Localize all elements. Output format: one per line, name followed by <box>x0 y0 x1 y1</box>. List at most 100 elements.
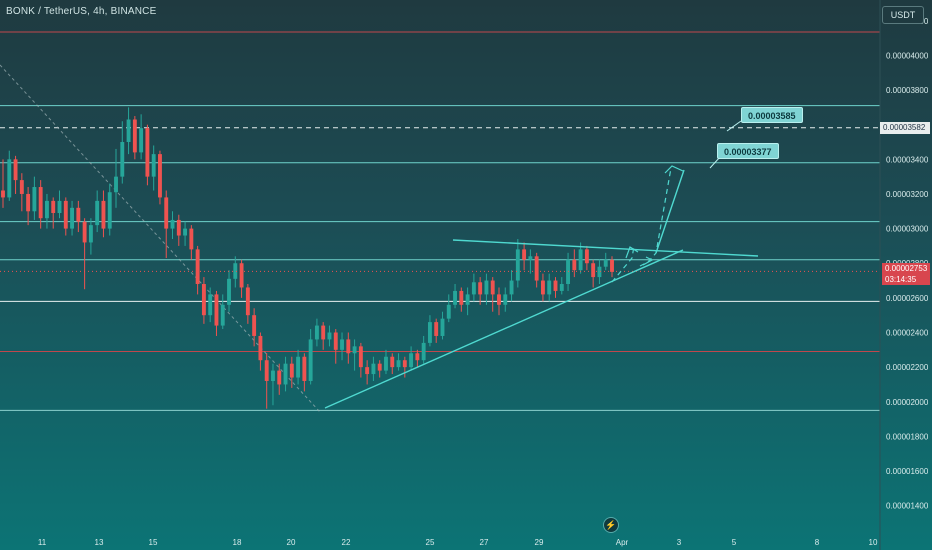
candle-body <box>63 200 68 229</box>
candle-body <box>132 119 137 153</box>
candle-body <box>528 256 533 260</box>
candle-body <box>88 225 93 243</box>
candle-body <box>38 187 43 219</box>
candle-body <box>566 259 570 285</box>
time-axis-tick-label: 22 <box>342 538 351 547</box>
time-axis-tick-label: 20 <box>287 538 296 547</box>
candle-body <box>446 304 451 319</box>
candle-body <box>515 249 520 281</box>
candle-body <box>252 315 257 336</box>
last-price-tag: 0.00002753 03:14:35 <box>882 263 930 286</box>
candle-body <box>32 187 37 212</box>
price-axis-tick-label: 0.00003200 <box>886 190 929 199</box>
candle-body <box>220 304 225 326</box>
time-axis-tick-label: 15 <box>149 538 158 547</box>
candle-body <box>434 322 439 336</box>
candle-body <box>296 356 301 378</box>
candle-body <box>540 280 545 295</box>
candle-body <box>427 322 432 343</box>
price-axis-tick-label: 0.00003400 <box>886 155 929 164</box>
time-axis-tick-label: 8 <box>815 538 820 547</box>
price-axis-tick-label: 0.00002000 <box>886 398 929 407</box>
candle-body <box>396 360 401 368</box>
candle-body <box>51 200 56 214</box>
breakout-marker <box>642 256 654 266</box>
target-callout-lower[interactable]: 0.00003377 <box>717 143 779 159</box>
candle-body <box>352 346 357 354</box>
candle-body <box>170 219 175 229</box>
last-price-value: 0.00002753 <box>885 264 928 274</box>
candle-body <box>597 266 602 278</box>
candle-body <box>7 159 12 198</box>
target-callout-upper[interactable]: 0.00003585 <box>741 107 803 123</box>
candle-body <box>164 197 169 229</box>
currency-selector[interactable]: USDT <box>882 6 924 24</box>
candle-body <box>503 294 508 305</box>
candle-body <box>1 190 5 198</box>
dashed-line-price-tag: 0.00003582 <box>880 121 930 134</box>
time-axis-tick-label: 27 <box>480 538 489 547</box>
candle-body <box>227 278 231 305</box>
candle-body <box>126 119 131 143</box>
time-axis-tick-label: 25 <box>426 538 435 547</box>
candle-body <box>465 294 470 305</box>
candle-body <box>584 249 589 264</box>
time-axis-tick-label: 10 <box>869 538 878 547</box>
time-axis-tick-label: Apr <box>616 538 629 547</box>
price-axis-tick-label: 0.00001800 <box>886 432 929 441</box>
candle-body <box>245 287 250 316</box>
candle-body <box>283 363 288 385</box>
time-axis-tick-label: 18 <box>233 538 242 547</box>
candle-body <box>459 290 464 305</box>
candle-body <box>421 342 426 361</box>
candle-body <box>314 325 319 340</box>
projection-arrowhead <box>625 246 639 259</box>
candle-body <box>346 339 351 354</box>
price-axis-tick-label: 0.00002600 <box>886 294 929 303</box>
candle-body <box>26 193 31 212</box>
candle-body <box>208 294 213 316</box>
candle-body <box>258 335 263 361</box>
candle-body <box>578 249 583 271</box>
candle-body <box>490 280 495 295</box>
time-axis-tick-label: 3 <box>677 538 682 547</box>
candle-body <box>183 228 188 236</box>
candle-body <box>308 339 313 381</box>
candle-body <box>151 154 156 177</box>
candle-body <box>158 154 162 198</box>
candle-body <box>572 259 577 271</box>
callout-leader-upper <box>726 120 742 132</box>
candle-body <box>13 159 18 181</box>
candle-body <box>114 176 118 193</box>
price-axis-tick-label: 0.00001400 <box>886 502 929 511</box>
candle-body <box>509 280 514 295</box>
price-axis-tick-label: 0.00003800 <box>886 86 929 95</box>
candle-body <box>610 259 614 272</box>
candle-body <box>76 207 81 222</box>
price-axis-tick-label: 0.00002200 <box>886 363 929 372</box>
candle-body <box>201 284 206 316</box>
symbol-title[interactable]: BONK / TetherUS, 4h, BINANCE <box>6 6 157 17</box>
candle-body <box>478 282 483 295</box>
tradingview-logo-icon[interactable]: ⚡ <box>603 517 619 533</box>
candle-body <box>384 356 388 371</box>
candle-body <box>264 360 269 381</box>
candle-body <box>371 363 376 375</box>
candle-body <box>289 363 294 378</box>
candle-body <box>365 367 370 375</box>
ascending-support-line <box>324 249 684 409</box>
candle-body <box>415 353 420 361</box>
projection-path-dashed <box>611 245 635 283</box>
candle-body <box>358 346 363 368</box>
descending-trendline <box>0 64 321 413</box>
candle-body <box>484 280 489 295</box>
candle-body <box>145 128 150 177</box>
candle-body <box>327 332 332 340</box>
price-axis-tick-label: 0.00003000 <box>886 225 929 234</box>
candle-body <box>45 200 49 219</box>
time-axis-tick-label: 29 <box>535 538 544 547</box>
candle-body <box>321 325 326 340</box>
price-axis-tick-label: 0.00002400 <box>886 329 929 338</box>
